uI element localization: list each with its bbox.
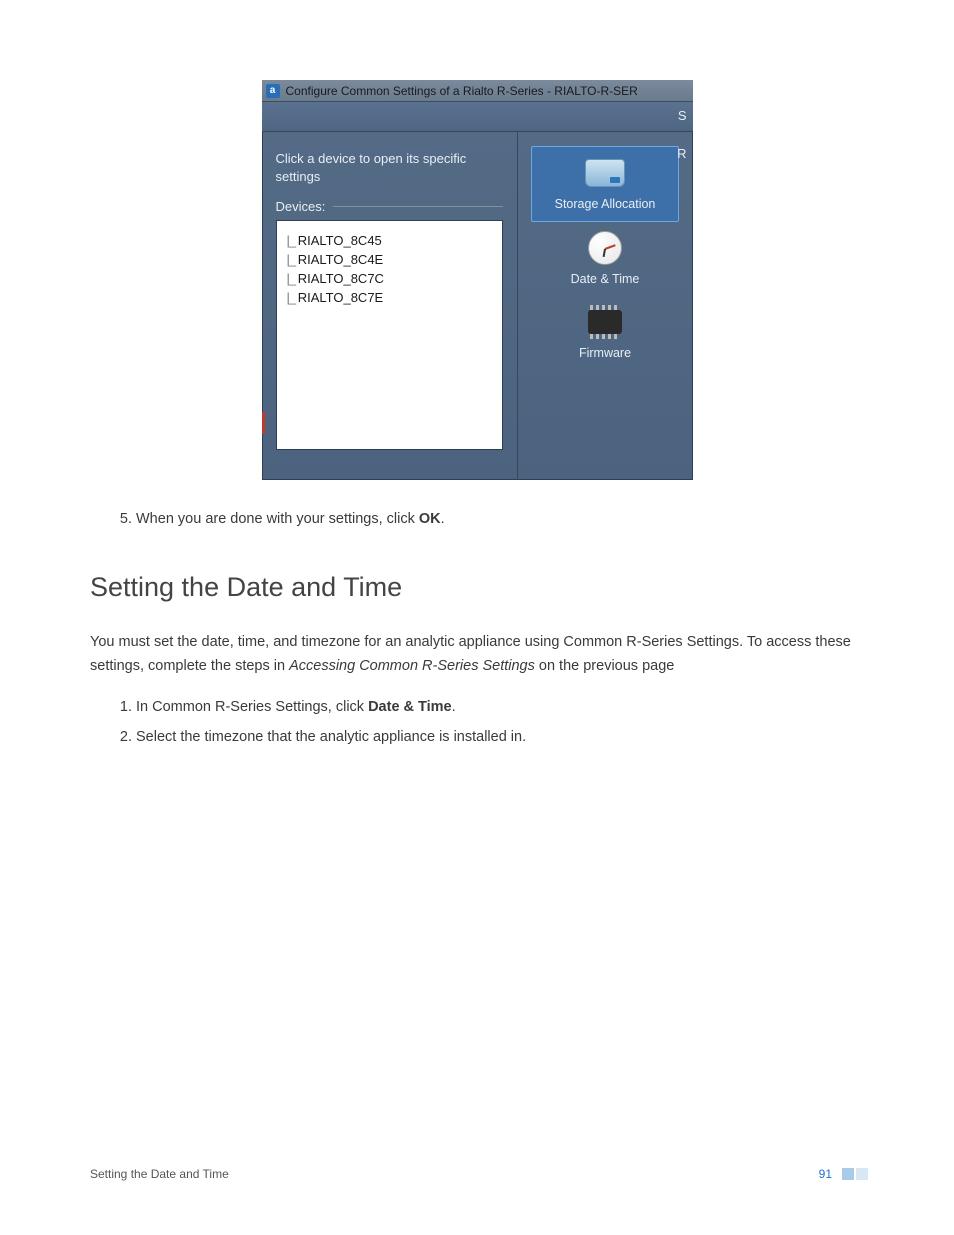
tile-storage-allocation[interactable]: Storage Allocation <box>531 146 679 222</box>
intro-reference: Accessing Common R-Series Settings <box>289 658 535 674</box>
tile-label: Date & Time <box>571 272 640 286</box>
devices-label: Devices: <box>276 199 326 214</box>
page-footer: Setting the Date and Time 91 <box>90 1167 868 1181</box>
screenshot-figure: a Configure Common Settings of a Rialto … <box>90 80 864 480</box>
procedure-steps-list: In Common R-Series Settings, click Date … <box>90 696 864 749</box>
left-panel: Click a device to open its specific sett… <box>262 132 517 480</box>
date-time-label: Date & Time <box>368 699 452 715</box>
step-text: When you are done with your settings, cl… <box>136 511 419 527</box>
clock-icon <box>588 231 622 265</box>
step-5: When you are done with your settings, cl… <box>136 508 864 530</box>
dialog-title: Configure Common Settings of a Rialto R-… <box>286 84 638 98</box>
storage-icon <box>585 159 625 187</box>
tile-label: Firmware <box>579 346 631 360</box>
dialog-toolbar: S <box>262 102 693 132</box>
device-item[interactable]: RIALTO_8C7C <box>287 269 492 288</box>
right-panel: R Storage Allocation Date & Time Firmwar… <box>517 132 693 480</box>
intro-paragraph: You must set the date, time, and timezon… <box>90 631 864 677</box>
step-2: Select the timezone that the analytic ap… <box>136 726 864 748</box>
config-dialog: a Configure Common Settings of a Rialto … <box>262 80 693 480</box>
devices-divider <box>333 206 502 207</box>
ok-label: OK <box>419 511 441 527</box>
device-item[interactable]: RIALTO_8C45 <box>287 231 492 250</box>
step-1: In Common R-Series Settings, click Date … <box>136 696 864 718</box>
dialog-titlebar: a Configure Common Settings of a Rialto … <box>262 80 693 102</box>
continued-steps-list: When you are done with your settings, cl… <box>90 508 864 530</box>
app-logo-icon: a <box>266 84 280 98</box>
tile-date-time[interactable]: Date & Time <box>531 222 679 296</box>
left-red-indicator <box>262 412 265 434</box>
step-text: . <box>452 699 456 715</box>
toolbar-cut-letter: S <box>678 108 687 123</box>
device-list[interactable]: RIALTO_8C45 RIALTO_8C4E RIALTO_8C7C RIAL… <box>276 220 503 450</box>
section-heading: Setting the Date and Time <box>90 572 864 603</box>
intro-text: on the previous page <box>535 658 674 674</box>
step-text: . <box>441 511 445 527</box>
footer-title: Setting the Date and Time <box>90 1167 229 1181</box>
instruction-text: Click a device to open its specific sett… <box>276 150 503 185</box>
right-cut-letter: R <box>677 146 686 161</box>
page-number: 91 <box>819 1167 832 1181</box>
step-text: In Common R-Series Settings, click <box>136 699 368 715</box>
tile-label: Storage Allocation <box>555 197 656 211</box>
device-item[interactable]: RIALTO_8C4E <box>287 250 492 269</box>
tile-firmware[interactable]: Firmware <box>531 296 679 370</box>
footer-decoration-icon <box>842 1168 868 1180</box>
chip-icon <box>588 310 622 334</box>
device-item[interactable]: RIALTO_8C7E <box>287 288 492 307</box>
